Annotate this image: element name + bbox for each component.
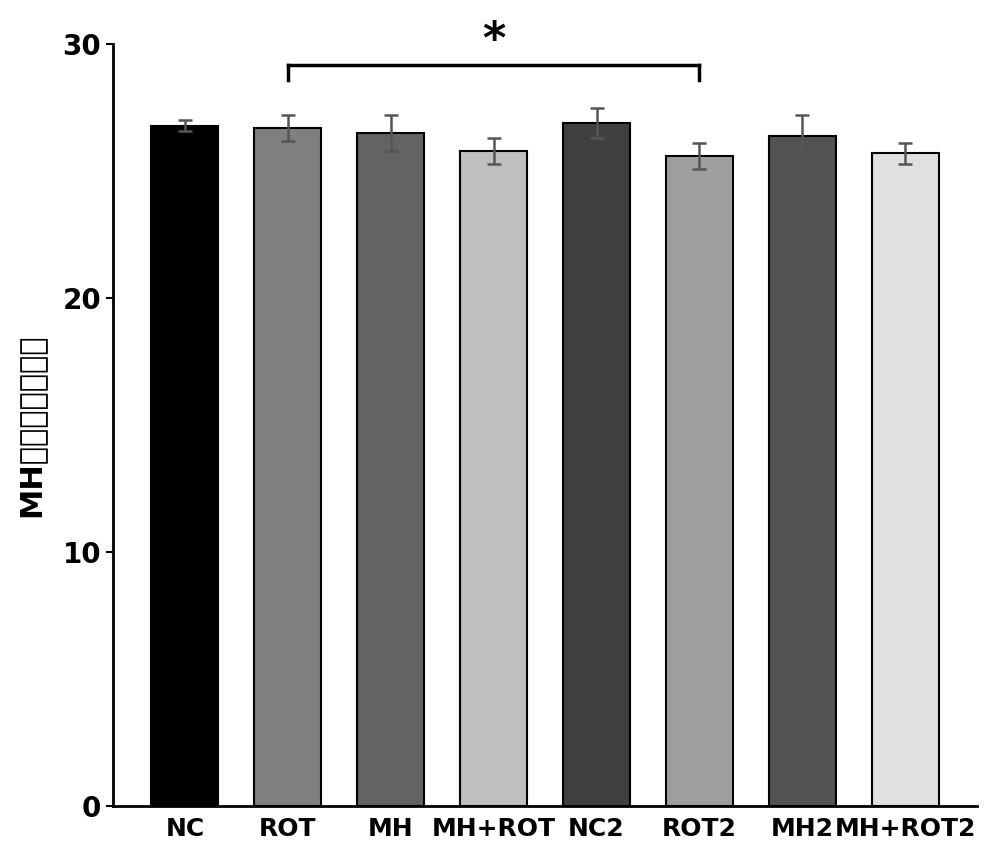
Bar xyxy=(357,133,424,807)
Bar xyxy=(666,156,733,807)
Bar xyxy=(769,136,836,807)
Text: *: * xyxy=(482,19,505,62)
Bar xyxy=(254,128,321,807)
Bar xyxy=(563,123,630,807)
Bar xyxy=(460,151,527,807)
Bar xyxy=(872,154,939,807)
Bar xyxy=(151,125,218,807)
Y-axis label: MH处理的体重变化: MH处理的体重变化 xyxy=(17,334,46,517)
